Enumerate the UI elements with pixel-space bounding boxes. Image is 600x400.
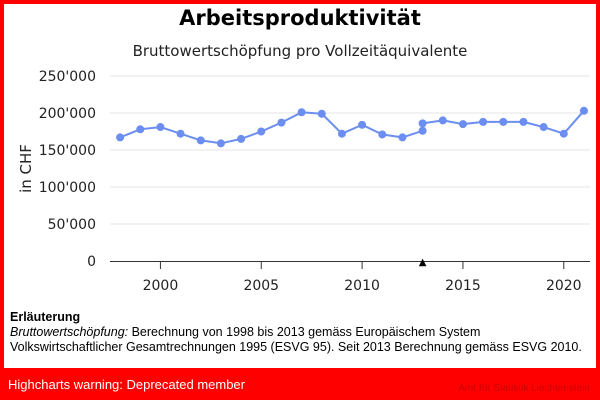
data-point xyxy=(418,126,427,135)
series-line xyxy=(119,111,423,145)
data-point xyxy=(479,117,488,126)
y-tick-label: 0 xyxy=(87,254,96,270)
note-text: Berechnung von 1998 bis 2013 gemäss Euro… xyxy=(10,325,582,354)
data-point xyxy=(559,129,568,138)
note-term: Bruttowertschöpfung: xyxy=(10,325,129,339)
data-point xyxy=(277,118,286,127)
y-axis-title: in CHF xyxy=(17,144,35,193)
data-point xyxy=(519,117,528,126)
x-tick-label: 2000 xyxy=(143,278,179,294)
note-title: Erläuterung xyxy=(10,310,81,324)
y-tick-label: 200'000 xyxy=(39,106,96,122)
x-tick-label: 2005 xyxy=(243,278,279,294)
data-point xyxy=(216,139,225,148)
chart-subtitle: Bruttowertschöpfung pro Vollzeitäquivale… xyxy=(132,42,468,60)
data-point xyxy=(317,109,326,118)
data-point xyxy=(237,134,246,143)
y-tick-label: 100'000 xyxy=(39,180,96,196)
data-point xyxy=(337,129,346,138)
break-marker: ▲ xyxy=(419,257,427,268)
y-tick-label: 50'000 xyxy=(48,217,96,233)
y-tick-label: 150'000 xyxy=(39,143,96,159)
credit-link[interactable]: Amt für Statistik Liechtenstein xyxy=(458,383,590,394)
explanation-note: Erläuterung Bruttowertschöpfung: Berechn… xyxy=(10,310,590,355)
data-point xyxy=(176,129,185,138)
data-point xyxy=(358,120,367,129)
data-point xyxy=(418,119,427,128)
x-tick-label: 2020 xyxy=(546,278,582,294)
data-point xyxy=(156,123,165,132)
data-point xyxy=(539,123,548,132)
data-point xyxy=(196,136,205,145)
chart-title: Arbeitsproduktivität xyxy=(179,6,421,30)
data-point xyxy=(116,133,125,142)
data-point xyxy=(438,116,447,125)
data-point xyxy=(136,125,145,134)
x-tick-label: 2010 xyxy=(344,278,380,294)
data-point xyxy=(297,108,306,117)
data-point xyxy=(257,127,266,136)
note-body: Bruttowertschöpfung: Berechnung von 1998… xyxy=(10,325,590,355)
data-point xyxy=(398,133,407,142)
data-point xyxy=(499,117,508,126)
y-tick-label: 250'000 xyxy=(39,69,96,85)
warning-banner: Highcharts warning: Deprecated member xyxy=(0,368,600,400)
data-point xyxy=(458,120,467,129)
x-tick-label: 2015 xyxy=(445,278,481,294)
data-point xyxy=(579,106,588,115)
data-point xyxy=(378,130,387,139)
